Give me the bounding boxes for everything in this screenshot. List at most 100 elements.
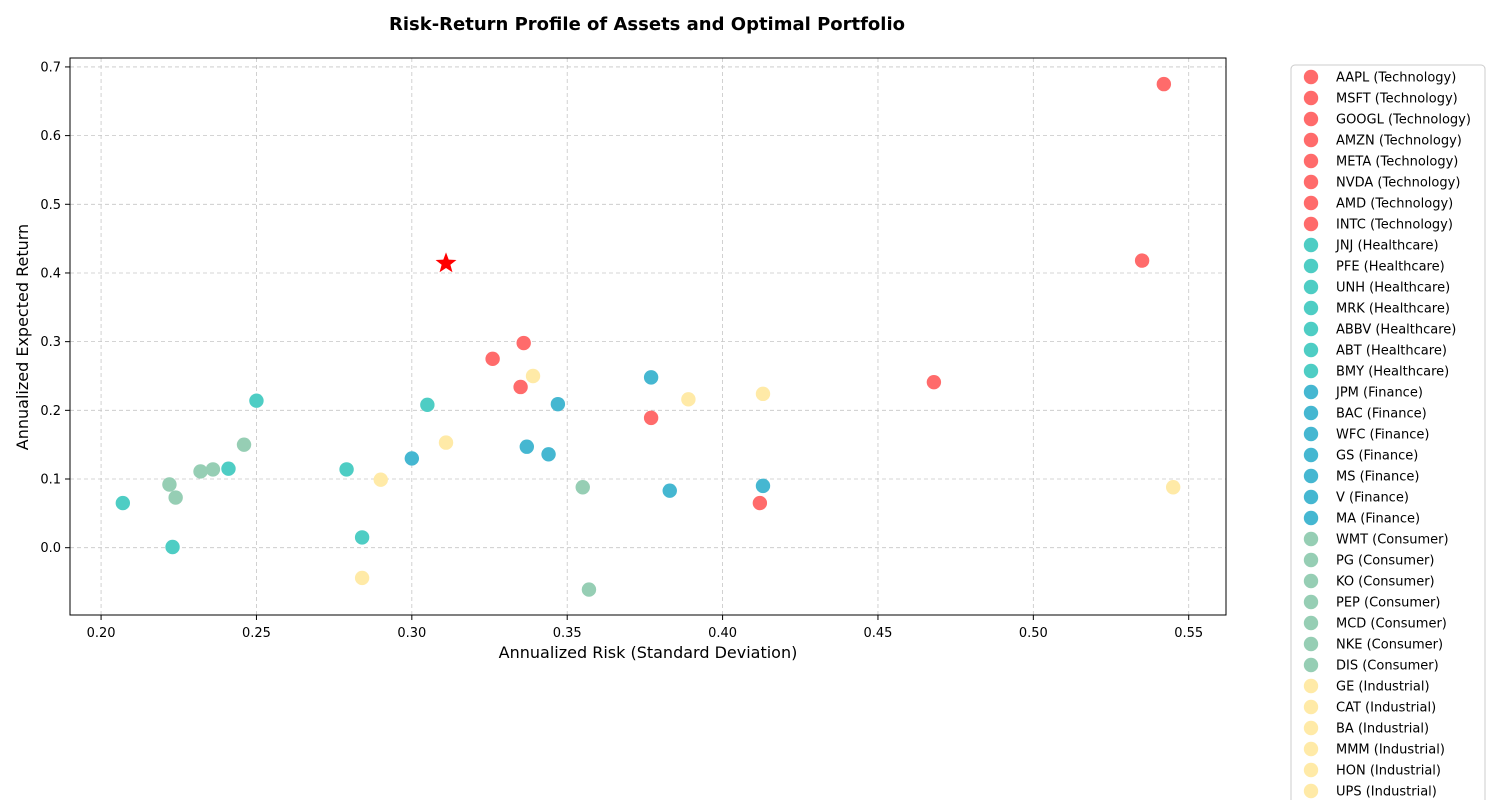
x-axis-ticks: 0.20 0.25 0.30 0.35 0.40 0.45 0.50 0.55 <box>87 615 1203 641</box>
data-point-unh <box>249 393 264 408</box>
legend-marker <box>1303 573 1319 589</box>
legend-item-label: UPS (Industrial) <box>1336 785 1437 800</box>
legend-marker <box>1303 468 1319 484</box>
legend-item-label: ABBV (Healthcare) <box>1336 323 1456 338</box>
legend-item-label: JNJ (Healthcare) <box>1335 239 1439 254</box>
y-tick-label: 0.3 <box>40 335 61 350</box>
legend-marker <box>1303 510 1319 526</box>
data-point-wmt <box>162 477 177 492</box>
legend-marker <box>1303 531 1319 547</box>
legend-marker <box>1303 363 1319 379</box>
legend-marker <box>1303 384 1319 400</box>
data-point-ups <box>354 570 370 586</box>
legend-marker <box>1303 300 1319 316</box>
legend: AAPL (Technology) MSFT (Technology) GOOGL … <box>1290 64 1486 800</box>
y-tick-label: 0.0 <box>40 541 61 556</box>
y-tick-label: 0.1 <box>40 473 61 488</box>
data-point-hon <box>438 435 454 450</box>
data-point-pep <box>205 462 221 477</box>
data-point-abbv <box>420 397 435 413</box>
legend-marker <box>1303 405 1319 421</box>
data-point-pfe <box>165 539 180 555</box>
data-point-intc <box>752 495 768 511</box>
y-axis-ticks: 0.0 0.1 0.2 0.3 0.4 0.5 0.6 0.7 <box>40 60 70 556</box>
legend-marker <box>1303 195 1319 211</box>
legend-marker <box>1303 678 1319 694</box>
legend-item-label: BA (Industrial) <box>1336 722 1429 737</box>
x-tick-label: 0.40 <box>708 626 737 641</box>
legend-item-label: MA (Finance) <box>1336 512 1420 527</box>
legend-item-label: BAC (Finance) <box>1336 407 1427 422</box>
data-point-ko <box>193 464 208 479</box>
legend-item-label: GE (Industrial) <box>1336 680 1430 695</box>
legend-marker <box>1303 174 1319 190</box>
legend-item-label: HON (Industrial) <box>1336 764 1441 779</box>
legend-marker <box>1303 216 1319 232</box>
data-point-v <box>662 483 677 498</box>
legend-item-label: MCD (Consumer) <box>1336 617 1447 632</box>
legend-item-label: V (Finance) <box>1336 491 1409 506</box>
legend-item-label: PFE (Healthcare) <box>1336 260 1445 275</box>
legend-item-label: GOOGL (Technology) <box>1336 113 1471 128</box>
data-point-amzn <box>643 410 659 426</box>
legend-marker <box>1303 153 1319 169</box>
legend-item-label: NVDA (Technology) <box>1336 176 1460 191</box>
legend-item-label: MSFT (Technology) <box>1336 92 1458 107</box>
data-point-cat <box>681 392 696 407</box>
data-point-mmm <box>373 472 388 487</box>
legend-marker <box>1303 552 1319 568</box>
legend-item-label: WFC (Finance) <box>1336 428 1429 443</box>
legend-item-label: NKE (Consumer) <box>1336 638 1443 653</box>
legend-marker <box>1303 258 1319 274</box>
legend-item-label: META (Technology) <box>1336 155 1458 170</box>
data-point-ms <box>643 370 659 385</box>
legend-marker <box>1303 90 1319 106</box>
legend-item-label: AMZN (Technology) <box>1336 134 1462 149</box>
legend-item-label: INTC (Technology) <box>1336 218 1453 233</box>
optimal-portfolio-marker <box>435 252 457 273</box>
data-point-bmy <box>354 530 370 545</box>
y-tick-label: 0.6 <box>40 129 61 144</box>
data-point-unlabeled <box>1165 480 1181 495</box>
data-point-gs <box>550 396 566 412</box>
data-point-dis <box>581 582 597 597</box>
legend-item-label: AMD (Technology) <box>1336 197 1453 212</box>
legend-item-label: KO (Consumer) <box>1336 575 1435 590</box>
x-axis-label: Annualized Risk (Standard Deviation) <box>499 643 798 662</box>
plot-frame <box>69 57 1227 616</box>
legend-box <box>1290 64 1486 800</box>
data-points <box>115 76 1181 597</box>
data-point-nke <box>575 480 590 495</box>
legend-marker <box>1303 111 1319 127</box>
data-point-jnj <box>115 495 131 511</box>
legend-item-label: BMY (Healthcare) <box>1336 365 1449 380</box>
legend-marker <box>1303 657 1319 673</box>
x-tick-label: 0.30 <box>397 626 426 641</box>
legend-marker <box>1303 426 1319 442</box>
legend-marker <box>1303 321 1319 337</box>
y-tick-label: 0.5 <box>40 198 61 213</box>
data-point-amd <box>1134 253 1150 268</box>
legend-marker <box>1303 447 1319 463</box>
legend-item-label: JPM (Finance) <box>1335 386 1423 401</box>
legend-marker <box>1303 489 1319 505</box>
legend-item-label: AAPL (Technology) <box>1336 71 1456 86</box>
data-point-aapl <box>485 351 500 367</box>
legend-item-label: MRK (Healthcare) <box>1336 302 1450 317</box>
data-point-abt <box>339 462 354 477</box>
legend-item-label: GS (Finance) <box>1336 449 1418 464</box>
legend-marker <box>1303 783 1319 799</box>
grid-lines <box>70 58 1226 615</box>
data-point-mcd <box>236 437 252 452</box>
legend-marker <box>1303 237 1319 253</box>
legend-item-label: WMT (Consumer) <box>1336 533 1449 548</box>
legend-item-label: ABT (Healthcare) <box>1336 344 1447 359</box>
legend-item-label: DIS (Consumer) <box>1336 659 1439 674</box>
legend-marker <box>1303 741 1319 757</box>
x-tick-label: 0.35 <box>553 626 582 641</box>
data-point-ma <box>755 478 771 494</box>
legend-marker <box>1303 594 1319 610</box>
x-tick-label: 0.45 <box>863 626 892 641</box>
legend-marker <box>1303 132 1319 148</box>
